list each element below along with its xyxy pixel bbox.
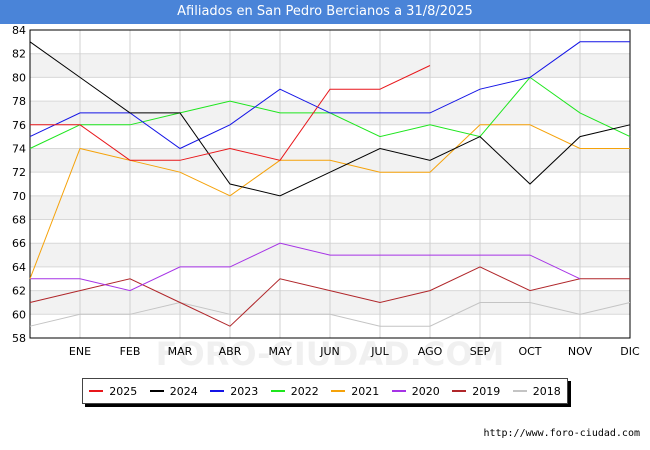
source-url[interactable]: http://www.foro-ciudad.com	[483, 428, 640, 439]
legend-label: 2019	[472, 384, 501, 398]
legend-swatch	[452, 390, 467, 392]
legend-swatch	[391, 390, 406, 392]
legend-swatch	[89, 390, 104, 392]
y-tick-label: 72	[12, 166, 26, 179]
legend-swatch	[149, 390, 164, 392]
y-tick-label: 66	[12, 237, 26, 250]
series-line-2018	[29, 301, 631, 327]
chart-title: Afiliados en San Pedro Bercianos a 31/8/…	[0, 0, 650, 24]
chart-legend: 2025 2024 2023 2022 2021 2020 2019 2018	[82, 378, 568, 404]
watermark: FORO-CIUDAD.COM	[156, 335, 505, 373]
y-tick-label: 60	[12, 308, 26, 321]
x-tick-label: AGO	[418, 345, 443, 358]
y-tick-label: 84	[12, 24, 26, 37]
y-tick-label: 70	[12, 190, 26, 203]
legend-label: 2025	[109, 384, 138, 398]
series-line-2025	[30, 65, 431, 161]
legend-swatch	[331, 390, 346, 392]
x-tick-label: DIC	[620, 345, 640, 358]
series-line-2024	[29, 41, 631, 197]
x-tick-label: OCT	[518, 345, 541, 358]
legend-item-2025: 2025	[89, 385, 137, 398]
legend-label: 2020	[411, 384, 440, 398]
legend-label: 2024	[169, 384, 198, 398]
y-tick-label: 74	[12, 142, 26, 155]
x-tick-label: NOV	[568, 345, 593, 358]
y-tick-label: 82	[12, 48, 26, 61]
y-tick-label: 78	[12, 95, 26, 108]
legend-item-2020: 2020	[391, 384, 440, 398]
x-tick-label: FEB	[120, 345, 141, 358]
plot-border	[29, 29, 631, 339]
y-tick-label: 64	[12, 261, 26, 274]
x-tick-label: JUN	[319, 345, 340, 358]
legend-item-2022: 2022	[270, 384, 319, 398]
legend-item-2023: 2023	[210, 385, 258, 398]
legend-swatch	[270, 390, 285, 392]
y-tick-label: 76	[12, 119, 26, 132]
series-line-2019	[29, 266, 630, 327]
series-line-2020	[30, 242, 581, 292]
y-tick-label: 62	[12, 285, 26, 298]
legend-label: 2023	[230, 384, 259, 398]
x-tick-label: MAY	[269, 345, 292, 358]
legend-swatch	[512, 390, 527, 392]
legend-item-2024: 2024	[149, 384, 198, 398]
legend-swatch	[210, 390, 225, 392]
x-tick-label: ENE	[69, 345, 91, 358]
legend-label: 2022	[290, 384, 319, 398]
y-tick-label: 80	[12, 71, 26, 84]
legend-item-2018: 2018	[512, 384, 561, 398]
legend-label: 2018	[532, 384, 561, 398]
y-tick-label: 58	[12, 332, 26, 345]
x-tick-label: SEP	[470, 345, 491, 358]
x-tick-label: ABR	[219, 345, 242, 358]
x-tick-label: MAR	[168, 345, 193, 358]
legend-item-2021: 2021	[331, 385, 379, 398]
y-tick-label: 68	[12, 214, 26, 227]
legend-label: 2021	[351, 384, 380, 398]
x-tick-label: JUL	[370, 345, 389, 358]
legend-item-2019: 2019	[452, 385, 500, 398]
